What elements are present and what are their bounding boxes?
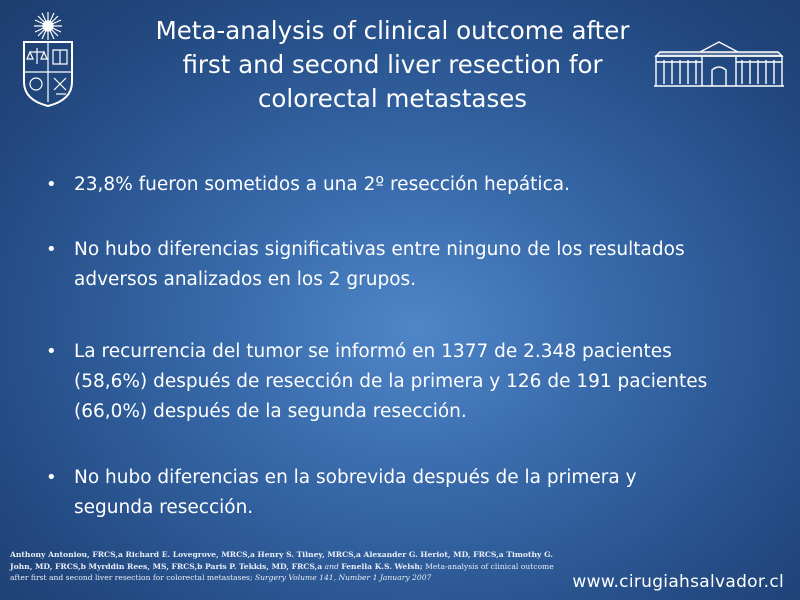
citation-title-end: after first and second liver resection f… [10, 573, 253, 582]
bullet-1-line-1: 23,8% fueron sometidos a una 2º resecció… [74, 174, 570, 195]
bullet-4-line-1: No hubo diferencias en la sobrevida desp… [74, 467, 637, 488]
bullet-dot: • [46, 239, 57, 260]
bullet-text: La recurrencia del tumor se informó en 1… [74, 337, 764, 427]
slide-title: Meta-analysis of clinical outcome after … [140, 14, 645, 116]
reference-citation: Anthony Antoniou, FRCS,a Richard E. Love… [10, 549, 570, 584]
title-line-1: Meta-analysis of clinical outcome after [155, 16, 630, 45]
citation-line-1: Anthony Antoniou, FRCS,a Richard E. Love… [10, 549, 570, 561]
university-crest-icon [23, 12, 73, 108]
citation-authors-3: Fenella K.S. Welsh; [341, 561, 423, 571]
citation-authors-2: John, MD, FRCS,b Myrddin Rees, MS, FRCS,… [10, 561, 323, 571]
bullet-4-line-2: segunda resección. [74, 497, 254, 518]
bullet-2-line-2: adversos analizados en los 2 grupos. [74, 269, 417, 290]
bullet-3-line-2: (58,6%) después de resección de la prime… [74, 371, 708, 392]
bullet-dot: • [46, 174, 57, 195]
bullet-text: 23,8% fueron sometidos a una 2º resecció… [74, 170, 764, 200]
bullet-2-line-1: No hubo diferencias significativas entre… [74, 239, 685, 260]
title-line-2: first and second liver resection for [182, 50, 603, 79]
bullet-3-line-3: (66,0%) después de la segunda resección. [74, 401, 467, 422]
citation-line-2: John, MD, FRCS,b Myrddin Rees, MS, FRCS,… [10, 561, 570, 573]
bullet-text: No hubo diferencias en la sobrevida desp… [74, 463, 764, 523]
website-url: www.cirugiahsalvador.cl [572, 572, 784, 592]
bullet-dot: • [46, 467, 57, 488]
hospital-building-icon [654, 41, 784, 87]
title-line-3: colorectal metastases [257, 84, 528, 113]
bullet-dot: • [46, 341, 57, 362]
bullet-3-line-1: La recurrencia del tumor se informó en 1… [74, 341, 672, 362]
citation-authors-1: Anthony Antoniou, FRCS,a Richard E. Love… [10, 550, 553, 559]
citation-journal: Surgery Volume 141, Number 1 January 200… [254, 573, 432, 582]
citation-title-start: Meta-analysis of clinical outcome [425, 561, 554, 571]
bullet-text: No hubo diferencias significativas entre… [74, 235, 764, 295]
citation-line-3: after first and second liver resection f… [10, 572, 570, 584]
citation-and: and [324, 561, 339, 571]
